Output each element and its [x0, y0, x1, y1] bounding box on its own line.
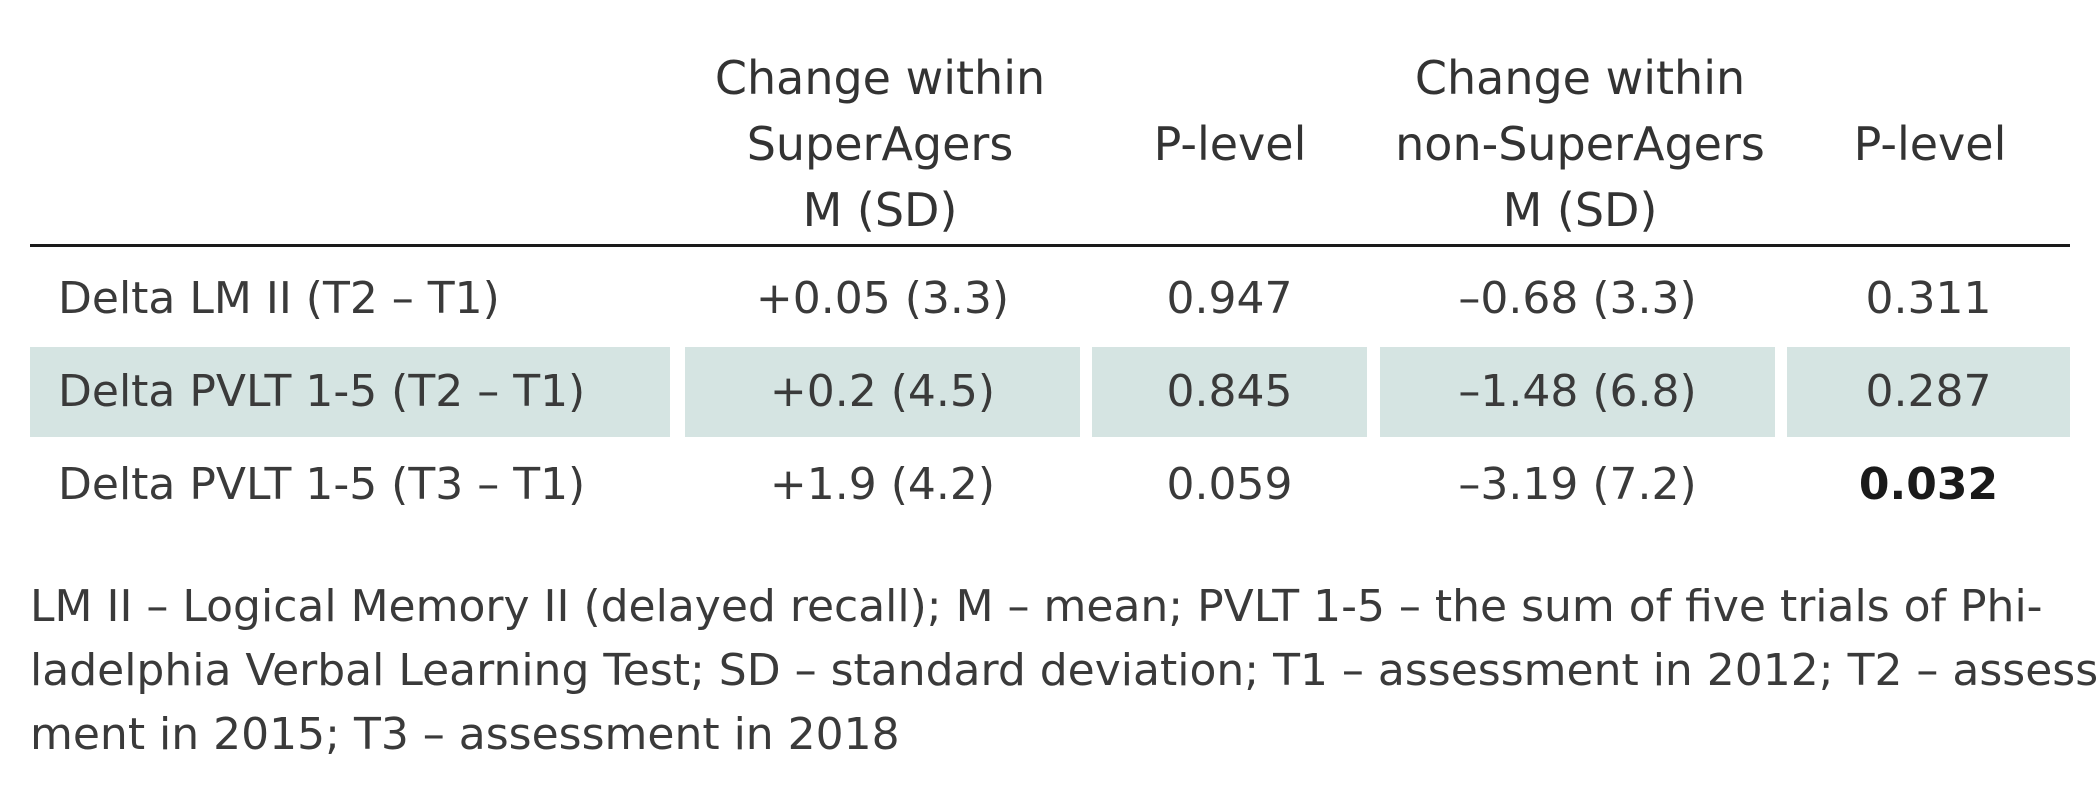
header-nsa-plevel: P-level: [1790, 111, 2070, 177]
header-rule: [30, 244, 2070, 247]
header-line: P-level: [1853, 117, 2007, 171]
footnote-line: ladelphia Verbal Learning Test; SD – sta…: [30, 645, 2099, 696]
sa-change-cell: +0.2 (4.5): [685, 347, 1080, 437]
header-line: non-SuperAgers: [1395, 117, 1765, 171]
nsa-plevel-cell-significant: 0.032: [1858, 459, 1999, 510]
nsa-plevel-cell: 0.311: [1865, 273, 1992, 324]
row-label: Delta PVLT 1-5 (T2 – T1): [30, 347, 670, 437]
sa-plevel-cell: 0.947: [1166, 273, 1293, 324]
nsa-change-cell: –0.68 (3.3): [1458, 273, 1697, 324]
sa-plevel-cell: 0.059: [1166, 459, 1293, 510]
sa-change-cell: +0.05 (3.3): [755, 273, 1010, 324]
nsa-change-cell: –1.48 (6.8): [1380, 347, 1775, 437]
header-line: M (SD): [802, 183, 958, 237]
header-line: P-level: [1153, 117, 1307, 171]
sa-change-cell: +1.9 (4.2): [769, 459, 996, 510]
nsa-plevel-cell: 0.287: [1787, 347, 2070, 437]
nsa-change-cell: –3.19 (7.2): [1458, 459, 1697, 510]
sa-plevel-cell: 0.845: [1092, 347, 1367, 437]
table-row: Delta LM II (T2 – T1) +0.05 (3.3) 0.947 …: [0, 254, 2099, 344]
footnote-line: LM II – Logical Memory II (delayed recal…: [30, 581, 2043, 632]
header-nsa-change: Change within non-SuperAgers M (SD): [1380, 45, 1780, 243]
header-line: M (SD): [1502, 183, 1658, 237]
header-line: Change within: [714, 51, 1046, 105]
header-line: SuperAgers: [746, 117, 1014, 171]
table-row: Delta PVLT 1-5 (T2 – T1) +0.2 (4.5) 0.84…: [0, 347, 2099, 437]
row-label: Delta PVLT 1-5 (T3 – T1): [58, 459, 586, 510]
footnote-line: ment in 2015; T3 – assessment in 2018: [30, 709, 900, 760]
table-row: Delta PVLT 1-5 (T3 – T1) +1.9 (4.2) 0.05…: [0, 440, 2099, 530]
row-label: Delta LM II (T2 – T1): [58, 273, 500, 324]
table-footnote: LM II – Logical Memory II (delayed recal…: [30, 575, 2099, 767]
header-sa-plevel: P-level: [1090, 111, 1370, 177]
header-sa-change: Change within SuperAgers M (SD): [680, 45, 1080, 243]
header-line: Change within: [1414, 51, 1746, 105]
